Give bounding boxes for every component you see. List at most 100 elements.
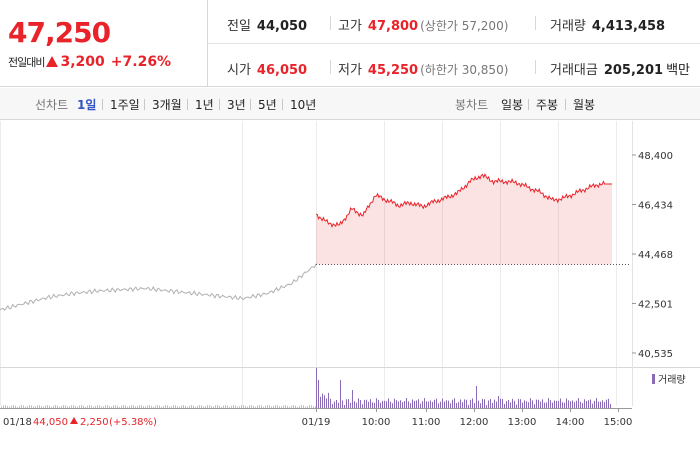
volume-bar [508,399,509,408]
volume-legend: 거래량 [652,374,686,386]
volume-bar [608,398,609,408]
toolbar-separator [565,99,566,110]
y-tick-label: 44,468 [638,250,673,261]
volume-bar [313,406,314,408]
volume-bar [301,405,302,408]
volume-bar [396,400,397,408]
volume-bar [33,406,34,408]
volume-bar [281,406,282,408]
prev-day-change: 2,250 [80,417,109,428]
volume-bar [285,405,286,408]
period-1w-button[interactable]: 1주일 [110,98,140,112]
volume-bar [350,402,351,408]
volume-bar [139,405,140,408]
volume-bar [474,402,475,408]
volume-bar [486,405,487,408]
volume-bar [586,401,587,408]
volume-bar [374,402,375,408]
volume-bar [259,405,260,408]
volume-bar [402,402,403,408]
volume-bar [430,400,431,408]
stat-separator [535,60,536,74]
volume-bar [247,406,248,408]
volume-bar [502,399,503,408]
volume-bar [181,405,182,408]
period-5y-button[interactable]: 5년 [258,98,277,112]
volume-bar [516,404,517,408]
volume-bar [452,399,453,408]
volume-bar [386,401,387,408]
stat-volume: 거래량 4,413,458 [550,19,666,34]
toolbar-separator [144,99,145,110]
volume-bar [424,398,425,408]
volume-bar [368,401,369,408]
volume-bar [542,399,543,408]
volume-bar [436,398,437,408]
stats-divider [208,43,700,44]
toolbar-separator [219,99,220,110]
prev-day-series [0,263,317,311]
volume-bar [400,400,401,408]
volume-bar [510,402,511,408]
volume-bar [426,401,427,408]
period-1d-button[interactable]: 1일 [77,98,97,112]
volume-bar [311,405,312,408]
volume-bar [47,405,48,408]
volume-bar [472,398,473,408]
period-3m-button[interactable]: 3개월 [152,98,182,112]
prev-day-readout: 01/18 44,050 2,250 (+5.38%) [3,417,157,428]
y-tick-label: 42,501 [638,300,673,311]
volume-bar [297,406,298,408]
volume-bar [414,400,415,408]
volume-bar [320,396,321,408]
volume-bar [293,405,294,408]
volume-bar [291,405,292,408]
volume-bar [79,405,80,408]
volume-bar [494,399,495,408]
volume-bar [392,403,393,408]
volume-bar [149,405,150,408]
volume-bar [3,405,4,408]
volume-bar [366,399,367,408]
volume-bar [201,405,202,408]
volume-bar [143,406,144,408]
volume-bar [37,405,38,408]
volume-bar [235,405,236,408]
period-1y-button[interactable]: 1년 [195,98,214,112]
volume-bar [227,405,228,408]
change-amount: 3,200 [60,54,105,70]
volume-bar [382,400,383,408]
volume-bar [576,400,577,408]
volume-bar [478,400,479,408]
volume-bar [273,406,274,408]
volume-bar [326,398,327,408]
volume-bar [592,403,593,408]
volume-bar [538,399,539,408]
volume-bar [83,405,84,408]
volume-bar [231,405,232,408]
candle-weekly-button[interactable]: 주봉 [536,98,559,112]
candle-monthly-button[interactable]: 월봉 [573,98,596,112]
period-3y-button[interactable]: 3년 [227,98,246,112]
chart-grid [0,121,700,406]
volume-bar [500,398,501,408]
x-tick-label: 13:00 [508,417,537,428]
volume-bar [21,405,22,408]
volume-bar [61,405,62,408]
volume-bar [151,405,152,408]
volume-bar [428,401,429,408]
toolbar-separator [250,99,251,110]
volume-bar [305,406,306,408]
volume-bar [334,401,335,408]
price-chart[interactable]: 48,400 46,434 44,468 42,501 40,535 01/19 10:0… [0,121,700,450]
volume-bar [560,398,561,408]
volume-bar [342,400,343,408]
volume-bar [372,402,373,408]
candle-daily-button[interactable]: 일봉 [501,98,524,112]
period-10y-button[interactable]: 10년 [290,98,317,112]
volume-bar [81,405,82,408]
volume-bar [135,406,136,408]
volume-bar [283,405,284,408]
x-tick-label: 11:00 [412,417,441,428]
volume-bar [458,402,459,408]
